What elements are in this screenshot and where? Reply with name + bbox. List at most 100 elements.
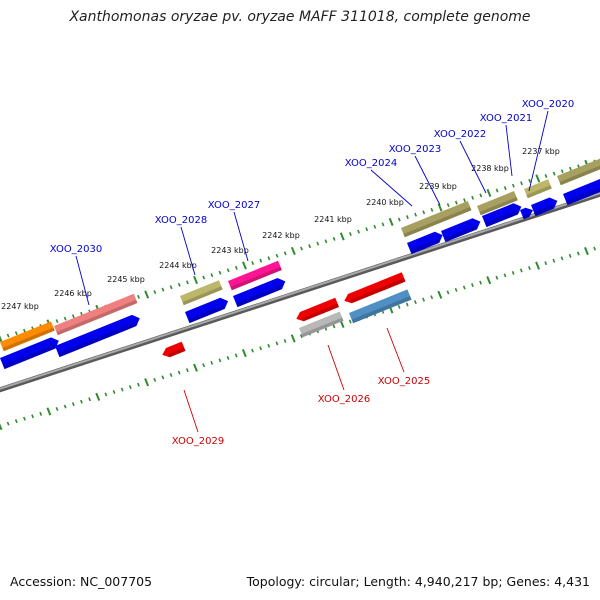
tick-mark — [495, 188, 499, 193]
tick-mark — [511, 270, 515, 275]
tick-mark — [71, 314, 75, 319]
tick-mark — [185, 368, 189, 373]
tick-mark — [226, 268, 230, 273]
gene-leader-line — [414, 155, 441, 206]
gene-leader-line — [75, 255, 90, 306]
tick-mark — [112, 390, 116, 394]
tick-mark — [544, 261, 548, 266]
gene-label: XOO_2029 — [172, 436, 224, 447]
gene-label: XOO_2024 — [345, 158, 397, 169]
tick-mark — [373, 224, 377, 229]
tick-mark — [46, 407, 52, 416]
feature-box-shade — [526, 185, 552, 199]
feature-layer — [0, 158, 600, 370]
tick-mark — [495, 275, 499, 280]
tick-mark — [422, 210, 426, 215]
tick-mark — [169, 373, 173, 377]
gene-label: XOO_2030 — [50, 244, 102, 255]
tick-mark — [339, 232, 345, 241]
tick-mark — [55, 407, 59, 411]
gene-leader-line — [386, 327, 405, 373]
feature-box-shade — [351, 296, 412, 324]
tick-mark — [234, 353, 238, 358]
feature-box — [0, 321, 55, 352]
tick-mark — [446, 203, 450, 208]
cds-arrow-plus — [55, 314, 140, 358]
tick-mark — [463, 198, 466, 203]
tick-mark — [430, 207, 434, 212]
tick-mark — [299, 334, 303, 339]
tick-mark — [104, 392, 108, 397]
tick-mark — [365, 227, 369, 232]
tick-mark — [405, 302, 409, 307]
tick-mark — [169, 285, 173, 290]
kbp-tick-label: 2237 kbp — [522, 147, 560, 156]
tick-mark — [446, 290, 450, 295]
tick-mark — [23, 328, 26, 333]
tick-mark — [161, 375, 165, 380]
tick-mark — [63, 404, 67, 409]
gene-label: XOO_2021 — [480, 113, 532, 124]
tick-mark — [177, 282, 181, 287]
feature-box — [401, 201, 472, 238]
kbp-tick-label: 2239 kbp — [419, 182, 457, 191]
tick-mark — [153, 290, 157, 295]
cds-arrow-plus-shade — [235, 285, 283, 308]
kbp-tick-label: 2244 kbp — [159, 261, 197, 270]
cds-arrow-plus-shade — [187, 304, 225, 324]
tick-mark — [259, 258, 263, 263]
gene-label: XOO_2020 — [522, 99, 574, 110]
tick-mark — [552, 258, 556, 263]
cds-arrow-plus — [407, 231, 443, 255]
cds-arrow-plus — [0, 337, 59, 370]
tick-mark — [80, 399, 83, 404]
tick-mark — [95, 392, 101, 401]
tick-mark — [153, 377, 157, 382]
tick-mark — [535, 174, 541, 183]
kbp-tick-label: 2240 kbp — [366, 198, 404, 207]
cds-arrow-plus — [185, 297, 229, 324]
tick-mark — [300, 246, 303, 251]
tick-mark — [63, 316, 67, 321]
feature-box — [524, 179, 552, 199]
gene-leader-line — [459, 140, 487, 194]
gene-label: XOO_2028 — [155, 215, 207, 226]
tick-mark — [560, 169, 564, 174]
tick-mark — [234, 265, 238, 270]
cds-arrow-minus-shade — [350, 278, 406, 304]
gene-leader-line — [370, 169, 413, 207]
cds-arrow-plus — [482, 203, 522, 228]
tick-mark — [430, 295, 434, 300]
cds-arrow-plus — [563, 179, 600, 206]
gene-label: XOO_2025 — [378, 376, 430, 387]
tick-mark — [486, 188, 492, 198]
tick-mark — [528, 266, 531, 271]
feature-box-shade — [56, 299, 138, 336]
feature-box — [557, 158, 600, 186]
tick-mark — [88, 397, 92, 402]
tick-mark — [6, 421, 10, 426]
cds-arrow-plus-shade — [565, 187, 600, 206]
feature-box-shade — [2, 327, 55, 352]
tick-mark — [316, 241, 320, 246]
tick-mark — [202, 363, 206, 368]
tick-mark — [71, 402, 75, 407]
tick-mark — [193, 363, 198, 372]
gene-leader-line — [180, 226, 196, 276]
tick-mark — [39, 411, 43, 416]
cds-arrow-plus-shade — [57, 322, 137, 358]
tick-mark — [560, 256, 564, 261]
tick-mark — [519, 268, 523, 273]
backbone-layer — [0, 191, 600, 393]
cds-arrow-plus — [520, 207, 533, 220]
tick-mark — [552, 171, 556, 176]
gene-label: XOO_2022 — [434, 129, 486, 140]
tick-mark — [357, 229, 360, 234]
tick-mark — [462, 285, 466, 290]
tick-mark — [535, 261, 541, 270]
cds-arrow-plus-shade — [484, 210, 519, 228]
tick-mark — [406, 215, 409, 220]
tick-mark — [437, 203, 443, 212]
tick-mark — [348, 232, 352, 237]
